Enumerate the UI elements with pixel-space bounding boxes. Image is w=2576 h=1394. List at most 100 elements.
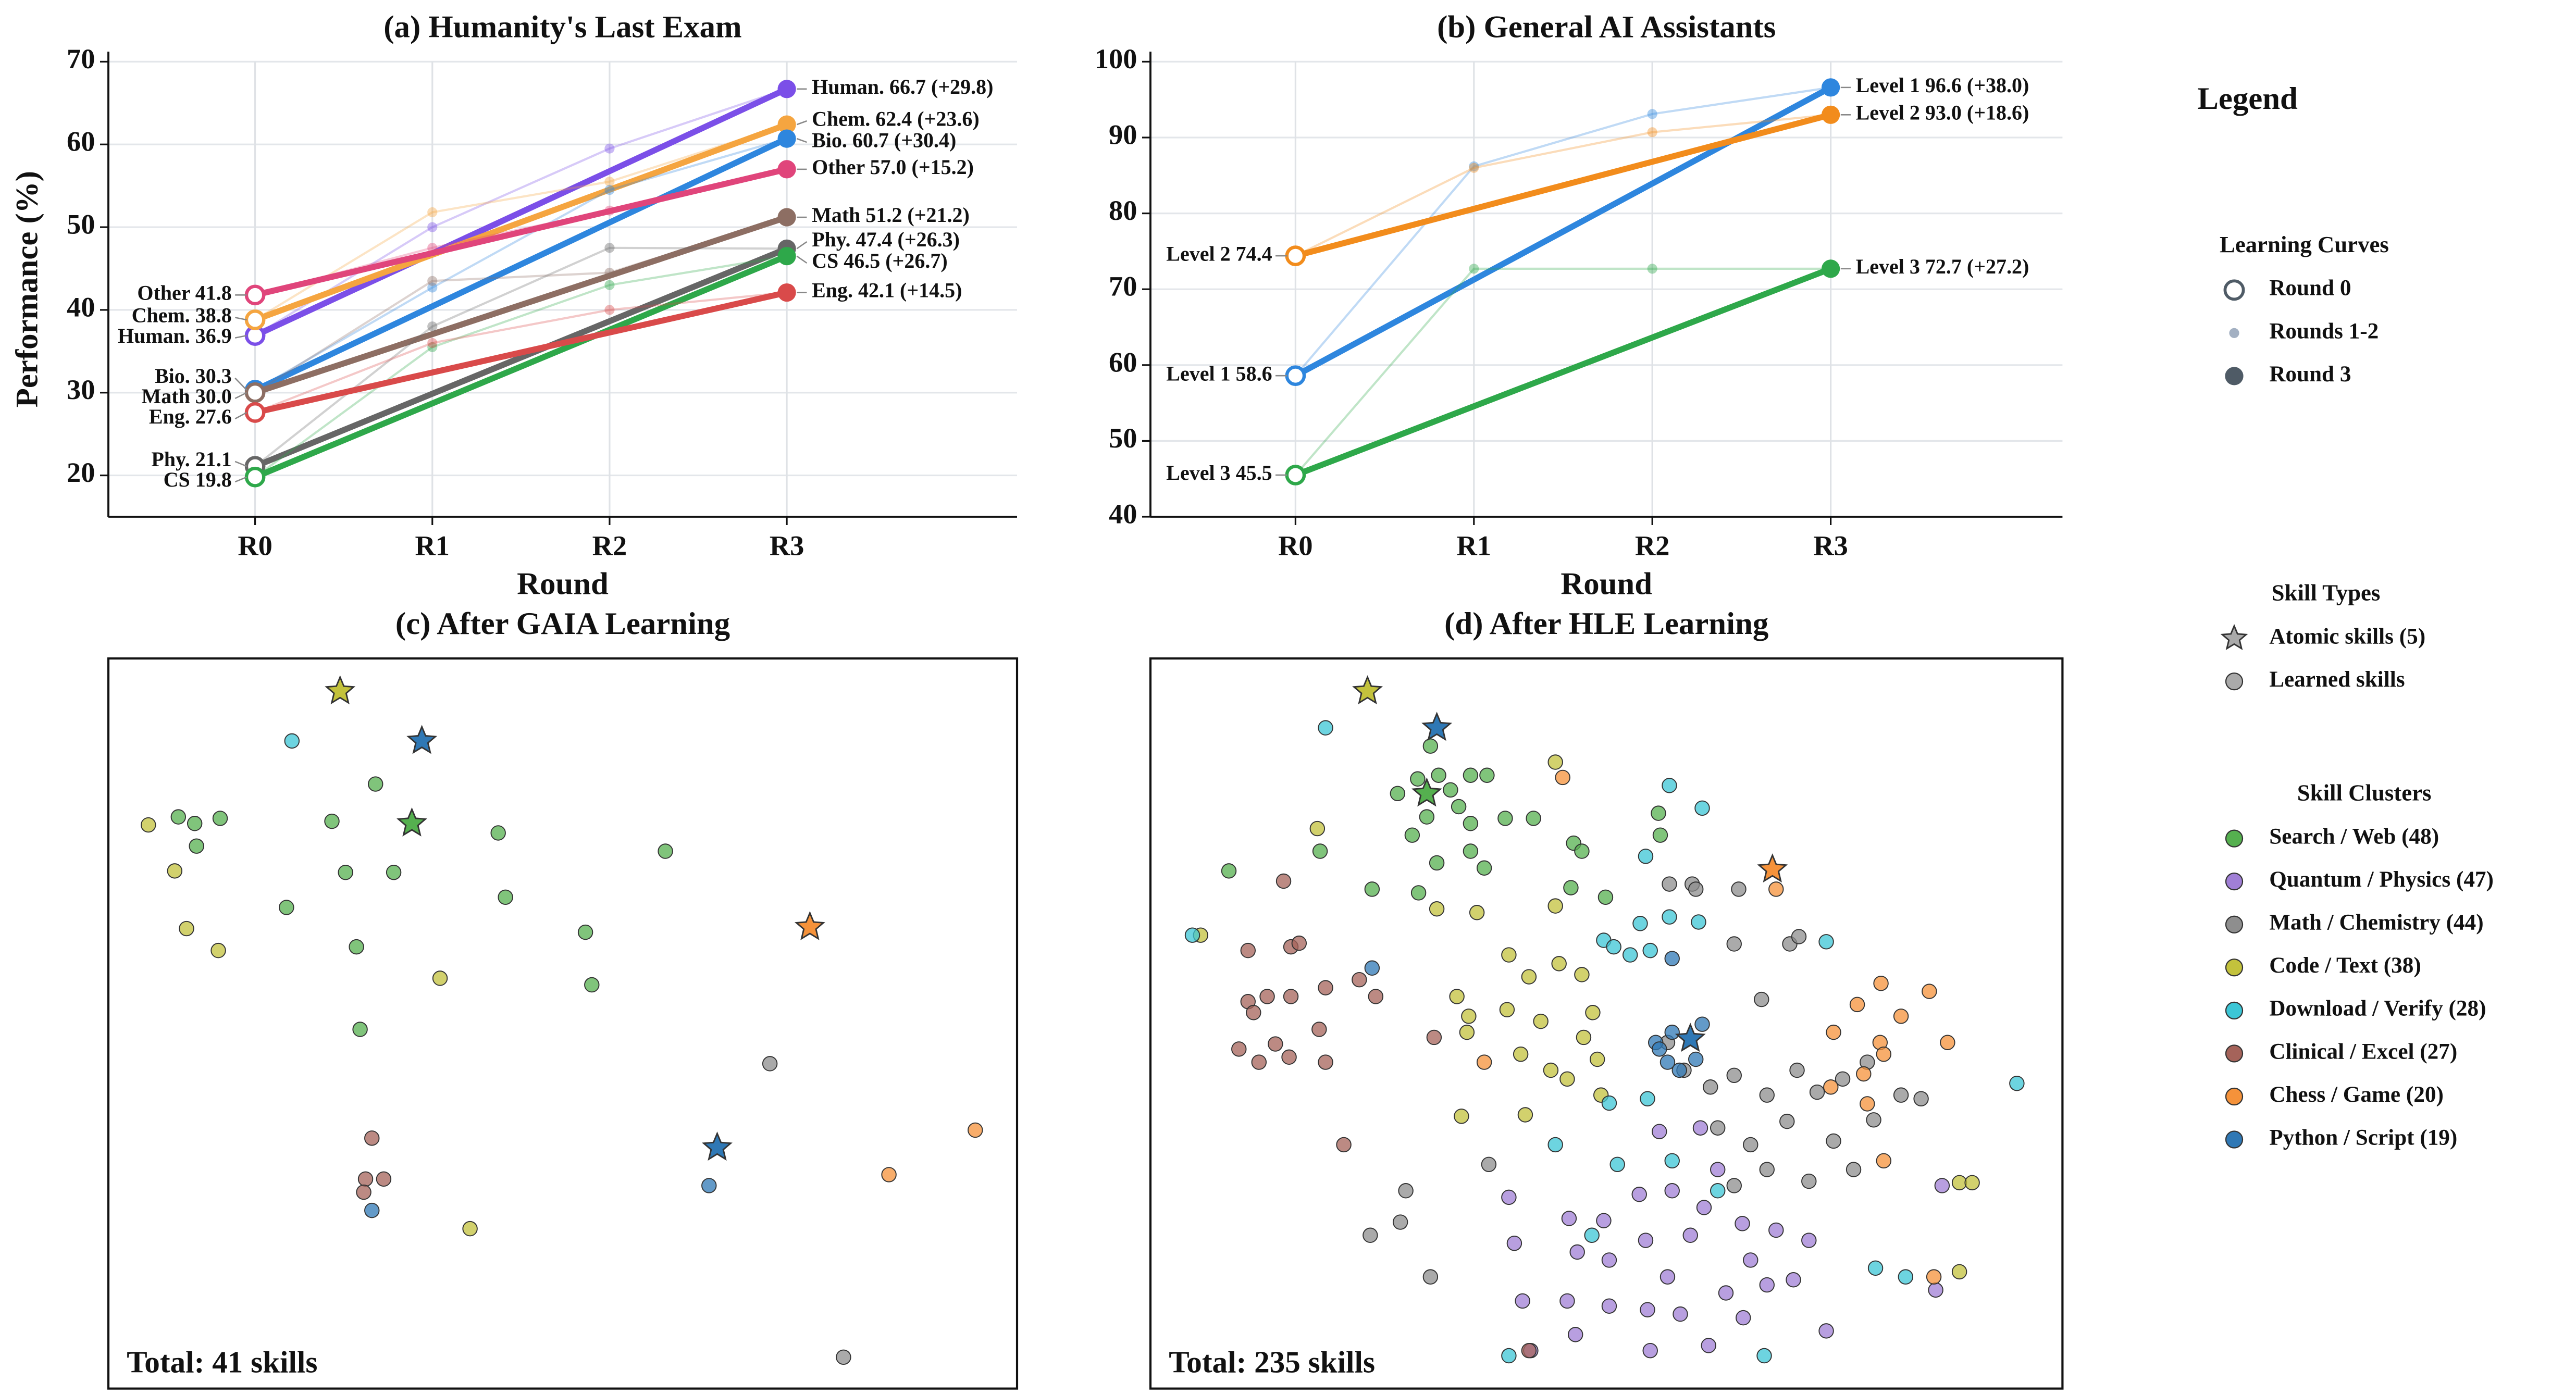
legend-label: Round 0 (2269, 276, 2351, 301)
learned-skill (1547, 754, 1563, 770)
gain-line (252, 245, 790, 469)
learned-skill (1596, 1213, 1612, 1228)
learned-skill (1926, 1269, 1942, 1285)
y-tick-label: 60 (1109, 346, 1137, 378)
round0-point (244, 284, 266, 306)
learned-skill (1275, 873, 1292, 889)
learned-skill (1584, 1227, 1600, 1243)
learned-skill (357, 1171, 374, 1187)
x-tick-label: R3 (770, 530, 804, 561)
learned-skill (1662, 909, 1677, 925)
learned-skill (1701, 1338, 1716, 1353)
learned-skill (1281, 1049, 1297, 1065)
atomic-skill (1411, 777, 1442, 807)
learned-skill (1703, 1079, 1718, 1095)
trajectory-line (254, 255, 787, 478)
learned-skill (1449, 989, 1465, 1004)
mid-point (427, 276, 438, 286)
learned-skill (1419, 809, 1435, 825)
learned-skill (1547, 1137, 1563, 1153)
learned-skill (1759, 1087, 1775, 1103)
legend-marker (2225, 959, 2244, 977)
learned-skill (1640, 1302, 1655, 1317)
y-tick-label: 80 (1109, 195, 1137, 226)
learned-skill (1410, 771, 1426, 787)
value-label: Level 2 74.4 (1166, 242, 1272, 265)
learned-skill (490, 825, 506, 841)
learned-skill (1601, 1095, 1617, 1111)
round3-point (777, 208, 796, 227)
learned-skill (1913, 1091, 1929, 1106)
learned-skill (1731, 881, 1747, 897)
y-axis-label: Performance (%) (10, 171, 45, 407)
round0-point (1285, 465, 1306, 486)
learned-skill (836, 1349, 851, 1365)
learned-skill (1521, 1342, 1537, 1359)
value-label: Level 1 58.6 (1166, 362, 1272, 385)
y-tick-label: 40 (1109, 498, 1137, 529)
learned-skill (349, 939, 364, 955)
learned-skill (1240, 942, 1256, 959)
learned-skill (1422, 1269, 1439, 1285)
learned-skill (1735, 1216, 1750, 1231)
learned-skill (1754, 991, 1769, 1007)
learned-skill (1873, 975, 1889, 991)
learned-skill (1609, 1156, 1625, 1173)
mid-point (604, 184, 615, 195)
legend-label: Download / Verify (28) (2269, 997, 2486, 1021)
learned-skill (1283, 989, 1299, 1004)
value-label: Human. 36.9 (118, 324, 232, 347)
learned-skill (1743, 1137, 1758, 1153)
learned-skill (368, 776, 383, 792)
panel-title: (b) General AI Assistants (1437, 10, 1776, 45)
round0-point (1285, 365, 1306, 387)
x-tick-label: R3 (1813, 530, 1848, 561)
x-axis-label: Round (1561, 566, 1652, 601)
label-connector (234, 476, 247, 483)
mid-point (604, 205, 615, 216)
x-tick-label: R0 (1278, 530, 1312, 561)
legend-label: Code / Text (38) (2269, 953, 2421, 978)
mid-point (427, 338, 438, 348)
learned-skill (356, 1184, 371, 1200)
panel-title: (d) After HLE Learning (1444, 606, 1768, 641)
learned-skill (1398, 1183, 1414, 1199)
value-label: Level 3 45.5 (1166, 461, 1272, 484)
learned-skill (1291, 935, 1307, 951)
label-connector (796, 241, 808, 250)
learned-skill (338, 864, 353, 880)
atomic-skill (325, 675, 356, 705)
x-tick-label: R1 (415, 530, 450, 561)
round3-point (1822, 105, 1840, 124)
mid-point (604, 267, 615, 278)
learned-skill (1597, 889, 1614, 905)
learned-skill (1710, 1162, 1726, 1177)
value-label: Level 3 72.7 (+27.2) (1856, 255, 2029, 278)
learned-skill (1559, 1293, 1575, 1309)
learned-skill (1426, 1029, 1442, 1046)
plot-frame (107, 657, 1019, 1390)
legend-label: Search / Web (48) (2269, 825, 2439, 849)
learned-skill (364, 1130, 380, 1146)
learned-skill (1652, 827, 1668, 843)
label-connector (234, 377, 247, 391)
learned-skill (1688, 881, 1704, 897)
legend-marker (2225, 915, 2244, 934)
learned-skill (279, 900, 294, 915)
round0-point (244, 402, 266, 423)
learned-skill (1404, 827, 1420, 843)
mid-point (604, 243, 615, 253)
learned-skill (1443, 782, 1458, 798)
learned-skill (577, 924, 593, 940)
learned-skill (1311, 1022, 1327, 1037)
learned-skill (1521, 969, 1537, 985)
learned-skill (352, 1022, 368, 1037)
round0-point (244, 382, 266, 403)
learned-skill (1561, 1211, 1577, 1226)
atomic-skill (702, 1131, 733, 1161)
legend-marker (2225, 1044, 2244, 1063)
legend-marker (2229, 328, 2239, 338)
atomic-skill (397, 807, 427, 837)
legend-label: Math / Chemistry (44) (2269, 911, 2483, 935)
learned-skill (1759, 1277, 1775, 1293)
